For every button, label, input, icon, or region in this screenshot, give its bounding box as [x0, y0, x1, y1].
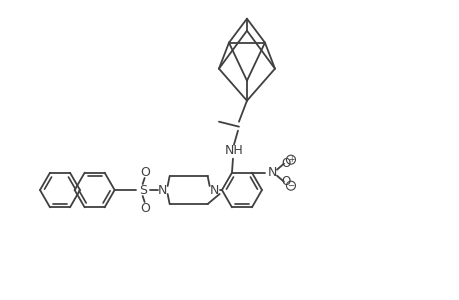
Text: N: N: [157, 184, 167, 196]
Text: O: O: [281, 157, 290, 170]
Text: S: S: [138, 184, 146, 196]
Text: O: O: [140, 202, 150, 214]
Text: N: N: [209, 184, 219, 196]
Text: N: N: [267, 166, 276, 179]
Text: O: O: [140, 166, 150, 178]
Text: −: −: [287, 181, 294, 190]
Text: +: +: [287, 155, 293, 164]
Text: NH: NH: [224, 144, 243, 157]
Text: O: O: [281, 175, 290, 188]
